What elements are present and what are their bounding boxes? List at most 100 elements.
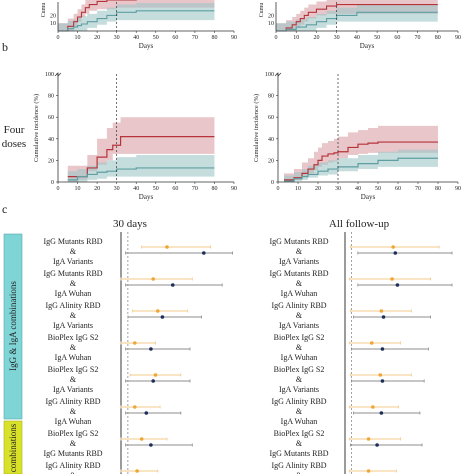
x-tick-label-a-left-0: 0 (57, 35, 60, 41)
forest-row-label-c-all-3-2: IgA Wuhan (281, 353, 318, 362)
row-label-line-2: doses (2, 138, 26, 150)
group-label-igg-iga: IgG & IgA combinations (8, 281, 18, 371)
forest-row-label-c-30-6-0: BioPlex IgG S2 (48, 429, 99, 438)
forest-row-label-c-30-4-0: BioPlex IgG S2 (48, 365, 99, 374)
forest-row-label-c-all-0-2: IgA Variants (279, 257, 319, 266)
x-tick-label-b-right-90: 90 (455, 186, 461, 192)
forest-point-c-all-0-1 (393, 251, 398, 255)
x-tick-label-b-right-70: 70 (415, 186, 421, 192)
y-axis-label-b-left: Cumulative incidence (%) (33, 94, 40, 162)
forest-row-label-c-all-3-1: & (296, 343, 303, 352)
forest-row-label-c-30-3-1: & (70, 343, 77, 352)
forest-point-c-30-6-0 (139, 437, 144, 441)
y-tick-label-b-right-0: 0 (271, 180, 274, 186)
y-tick-label-a-left-10: 10 (50, 21, 56, 27)
y-axis-label-a-left: Cumu (41, 3, 47, 18)
forest-point-c-all-3-1 (380, 347, 385, 351)
x-axis-label-b-right: Days (361, 193, 376, 201)
x-tick-label-a-right-20: 20 (313, 35, 319, 41)
forest-row-label-c-30-2-2: IgA Variants (53, 321, 93, 330)
forest-row-label-c-all-5-1: & (296, 407, 303, 416)
forest-row-label-c-30-1-0: IgG Mutants RBD (43, 269, 102, 278)
forest-point-c-30-4-1 (151, 379, 155, 383)
y-tick-label-b-right-80: 80 (268, 94, 274, 100)
forest-row-label-c-all-1-1: & (296, 279, 303, 288)
forest-point-c-all-7-0 (366, 469, 371, 473)
x-tick-label-a-left-20: 20 (94, 35, 100, 41)
forest-row-label-c-all-0-0: IgG Mutants RBD (269, 237, 328, 246)
forest-point-c-30-5-0 (133, 405, 137, 409)
x-tick-label-b-left-60: 60 (172, 186, 178, 192)
forest-row-label-c-30-0-0: IgG Mutants RBD (43, 237, 102, 246)
x-tick-label-a-right-50: 50 (374, 35, 380, 41)
forest-row-label-c-all-2-0: IgG Alinity RBD (271, 301, 326, 310)
panel-label-b: b (2, 40, 8, 54)
forest-row-label-c-30-5-0: IgG Alinity RBD (45, 397, 100, 406)
forest-point-c-30-6-1 (149, 443, 153, 447)
forest-point-c-30-3-0 (133, 341, 137, 345)
forest-row-label-c-30-4-1: & (70, 375, 77, 384)
group-label-combinations: combinations (8, 423, 18, 472)
y-tick-label-a-right-10: 10 (268, 21, 274, 27)
forest-row-label-c-30-6-1: & (70, 439, 77, 448)
forest-row-label-c-30-1-2: IgA Wuhan (55, 289, 92, 298)
forest-point-c-all-2-1 (381, 315, 386, 319)
column-title-all-followup: All follow-up (329, 218, 390, 230)
x-tick-label-b-right-40: 40 (355, 186, 361, 192)
x-tick-label-b-right-30: 30 (335, 186, 341, 192)
forest-row-label-c-30-0-1: & (70, 247, 77, 256)
x-tick-label-b-right-20: 20 (315, 186, 321, 192)
panel-label-c: c (2, 202, 7, 216)
forest-row-label-c-30-7-0: IgG Alinity RBD (45, 461, 100, 470)
forest-row-label-c-30-0-2: IgA Variants (53, 257, 93, 266)
y-tick-label-b-left-80: 80 (48, 94, 54, 100)
forest-point-c-30-0-1 (202, 251, 206, 255)
x-axis-label-a-right: Days (360, 42, 375, 50)
forest-row-label-c-all-3-0: BioPlex IgG S2 (274, 333, 325, 342)
forest-row-label-c-30-1-1: & (70, 279, 77, 288)
x-tick-label-a-left-40: 40 (133, 35, 139, 41)
x-tick-label-b-left-90: 90 (231, 186, 237, 192)
y-axis-label-b-right: Cumulative incidence (%) (253, 94, 260, 162)
forest-point-c-30-3-1 (149, 347, 153, 351)
x-tick-label-a-right-60: 60 (394, 35, 400, 41)
y-tick-label-b-left-40: 40 (48, 137, 54, 143)
x-tick-label-b-left-20: 20 (94, 186, 100, 192)
x-tick-label-a-right-10: 10 (293, 35, 299, 41)
x-tick-label-a-left-90: 90 (231, 35, 237, 41)
forest-point-c-30-1-0 (151, 277, 155, 281)
forest-row-label-c-all-4-2: IgA Variants (279, 385, 319, 394)
forest-row-label-c-30-5-1: & (70, 407, 77, 416)
x-tick-label-b-left-30: 30 (114, 186, 120, 192)
forest-row-label-c-30-2-1: & (70, 311, 77, 320)
x-tick-label-a-right-90: 90 (455, 35, 461, 41)
forest-point-c-all-6-1 (375, 443, 379, 447)
x-tick-label-b-right-60: 60 (395, 186, 401, 192)
forest-row-label-c-all-7-1: & (296, 471, 303, 474)
x-tick-label-b-right-0: 0 (277, 186, 280, 192)
y-tick-label-b-left-0: 0 (51, 180, 54, 186)
y-tick-label-a-left-20: 20 (50, 13, 56, 19)
forest-row-label-c-all-2-1: & (296, 311, 303, 320)
panel-b-left-chart: 0 10 20 30 40 50 60 70 80 90 0 20 40 60 80 100 Days Cumul… (33, 72, 237, 201)
forest-point-c-30-7-0 (135, 469, 139, 473)
forest-point-c-all-1-0 (390, 277, 394, 281)
incidence-line-a-left-1 (58, 10, 215, 32)
incidence-line-b-left-0 (67, 136, 215, 178)
panel-b-right-chart: 0 10 20 30 40 50 60 70 80 90 0 20 40 60 80 100 Days Cumul… (253, 72, 461, 201)
y-axis-label-a-right: Cumu (259, 3, 265, 18)
axis-break-mark-b-left (54, 72, 62, 77)
forest-row-label-c-all-6-2: IgG Mutants RBD (269, 449, 328, 458)
panel-a-right-chart: 0 10 20 30 40 50 60 70 80 90 10 20 Days Cumu (259, 0, 461, 50)
forest-row-label-c-all-4-1: & (296, 375, 303, 384)
x-axis-label-a-left: Days (139, 42, 154, 50)
incidence-line-b-right-1 (284, 157, 438, 182)
incidence-line-b-left-1 (67, 167, 215, 181)
forest-row-label-c-all-1-2: IgA Wuhan (281, 289, 318, 298)
y-tick-label-b-right-100: 100 (265, 72, 274, 78)
x-tick-label-b-left-40: 40 (133, 186, 139, 192)
forest-point-c-30-2-0 (156, 309, 160, 313)
x-tick-label-a-left-80: 80 (211, 35, 217, 41)
